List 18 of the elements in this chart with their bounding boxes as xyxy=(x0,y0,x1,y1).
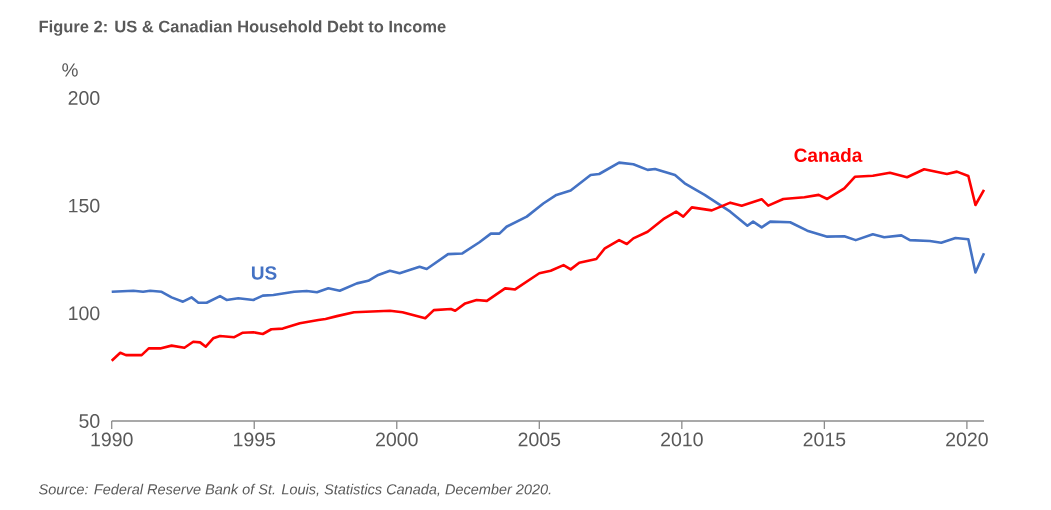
x-tick-label: 2000 xyxy=(376,432,418,447)
series-label: US xyxy=(251,266,277,280)
x-tick-label: 2015 xyxy=(803,432,846,447)
y-tick-label: 200 xyxy=(68,91,100,105)
x-tick-label: 1990 xyxy=(91,432,133,447)
y-tick-label: 100 xyxy=(69,306,100,321)
y-tick-label: 50 xyxy=(79,414,100,428)
x-tick-label: 1995 xyxy=(234,432,276,447)
y-tick-label: 150 xyxy=(69,198,100,213)
series-label: Canada xyxy=(794,148,863,162)
x-tick-label: 2005 xyxy=(518,432,561,447)
x-tick-label: 2020 xyxy=(946,432,988,447)
y-axis-title: % xyxy=(62,63,78,77)
x-tick-label: 2010 xyxy=(661,432,703,447)
line-series xyxy=(110,167,986,362)
chart-title: Figure 2: US & Canadian Household Debt to Income xyxy=(39,20,446,36)
line-series xyxy=(110,161,986,305)
source-note: Source: Federal Reserve Bank of St. Louis, Statistics Canada, December 2020. xyxy=(38,483,551,497)
